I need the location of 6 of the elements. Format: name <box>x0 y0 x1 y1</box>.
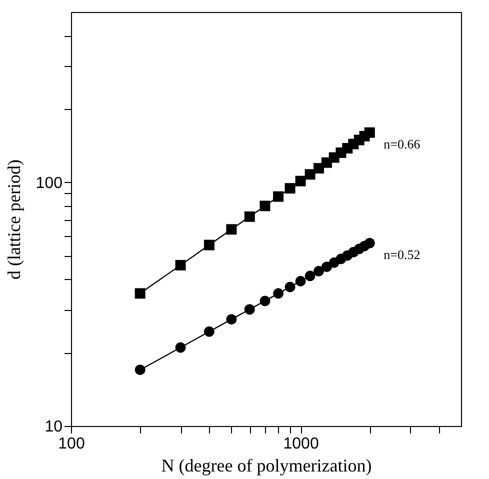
x-tick-label: 1000 <box>283 436 319 452</box>
x-axis-title: N (degree of polymerization) <box>161 456 372 476</box>
y-axis-title: d (lattice period) <box>4 160 24 280</box>
y-tick-label: 10 <box>44 418 63 436</box>
annotation: n=0.52 <box>384 247 420 262</box>
annotation: n=0.66 <box>384 136 421 152</box>
